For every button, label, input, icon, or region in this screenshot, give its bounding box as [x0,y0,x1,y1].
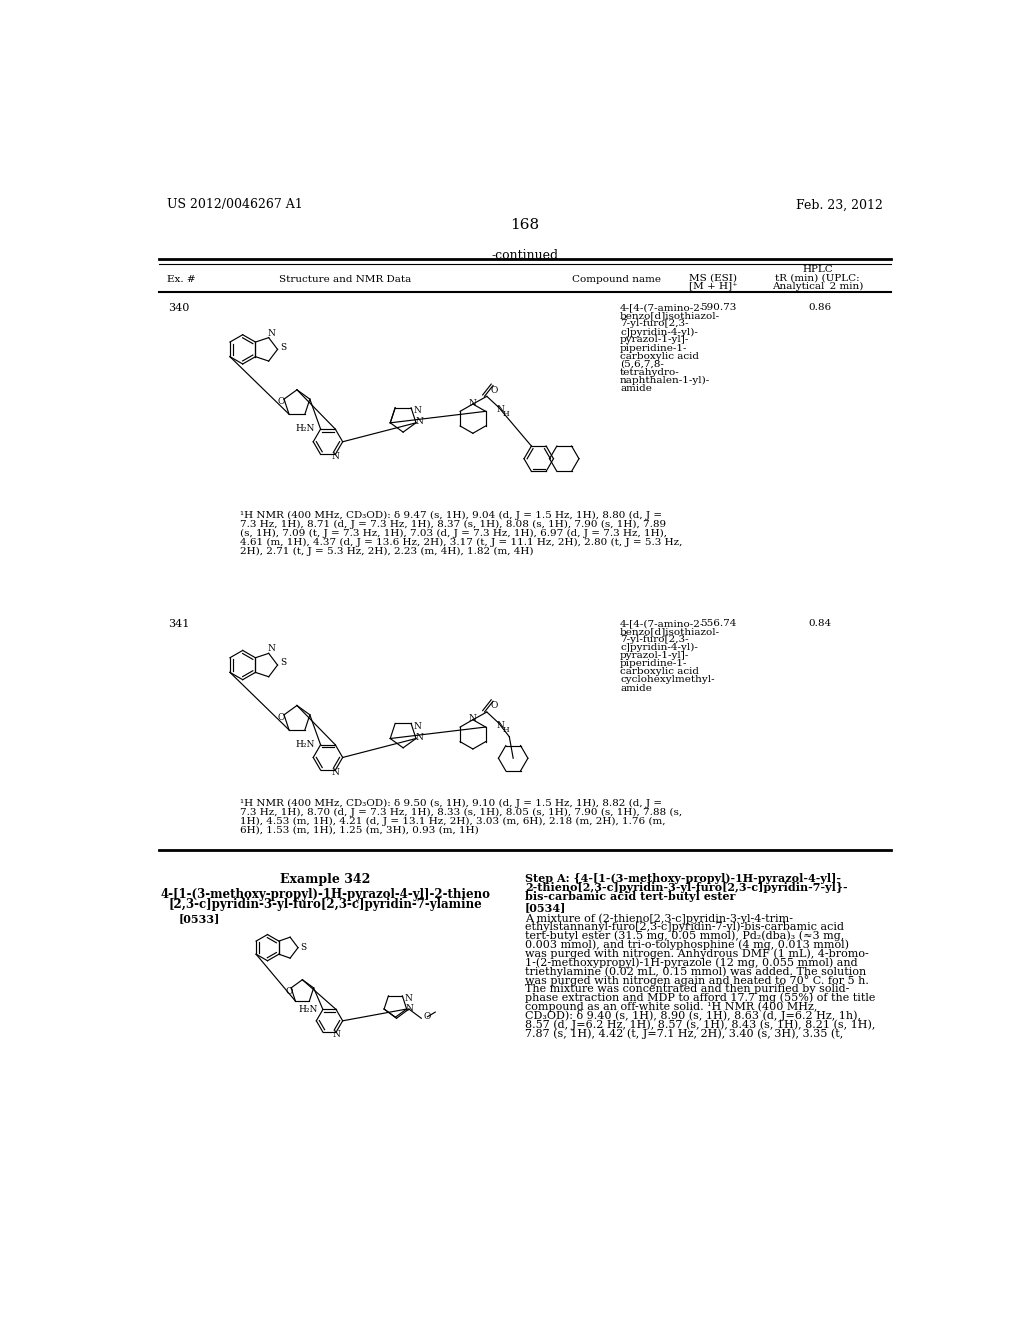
Text: 341: 341 [168,619,189,628]
Text: 2H), 2.71 (t, J = 5.3 Hz, 2H), 2.23 (m, 4H), 1.82 (m, 4H): 2H), 2.71 (t, J = 5.3 Hz, 2H), 2.23 (m, … [241,546,534,556]
Text: N: N [268,644,275,653]
Text: Analytical_2 min): Analytical_2 min) [772,281,863,290]
Text: N: N [416,733,423,742]
Text: S: S [281,659,287,667]
Text: O: O [423,1012,430,1022]
Text: tetrahydro-: tetrahydro- [621,368,680,376]
Text: [2,3-c]pyridin-3-yl-furo[2,3-c]pyridin-7-ylamine: [2,3-c]pyridin-3-yl-furo[2,3-c]pyridin-7… [169,899,482,911]
Text: N: N [497,405,505,414]
Text: c]pyridin-4-yl)-: c]pyridin-4-yl)- [621,327,698,337]
Text: US 2012/0046267 A1: US 2012/0046267 A1 [167,198,302,211]
Text: tR (min) (UPLC:: tR (min) (UPLC: [775,273,860,282]
Text: N: N [416,417,423,426]
Text: triethylamine (0.02 mL, 0.15 mmol) was added. The solution: triethylamine (0.02 mL, 0.15 mmol) was a… [524,966,866,977]
Text: bis-carbamic acid tert-butyl ester: bis-carbamic acid tert-butyl ester [524,891,735,903]
Text: 590.73: 590.73 [700,304,736,312]
Text: S: S [281,343,287,351]
Text: c]pyridin-4-yl)-: c]pyridin-4-yl)- [621,643,698,652]
Text: A mixture of (2-thieno[2,3-c]pyridin-3-yl-4-trim-: A mixture of (2-thieno[2,3-c]pyridin-3-y… [524,913,793,924]
Text: 1-(2-methoxypropyl)-1H-pyrazole (12 mg, 0.055 mmol) and: 1-(2-methoxypropyl)-1H-pyrazole (12 mg, … [524,957,857,968]
Text: ethylstannanyl-furo[2,3-c]pyridin-7-yl)-bis-carbamic acid: ethylstannanyl-furo[2,3-c]pyridin-7-yl)-… [524,921,844,932]
Text: O: O [278,397,285,407]
Text: The mixture was concentrated and then purified by solid-: The mixture was concentrated and then pu… [524,983,849,994]
Text: 4-[4-(7-amino-2-: 4-[4-(7-amino-2- [621,304,705,312]
Text: 4-[4-(7-amino-2-: 4-[4-(7-amino-2- [621,619,705,628]
Text: pyrazol-1-yl]-: pyrazol-1-yl]- [621,335,689,345]
Text: Compound name: Compound name [571,276,660,284]
Text: Step A: {4-[1-(3-methoxy-propyl)-1H-pyrazol-4-yl]-: Step A: {4-[1-(3-methoxy-propyl)-1H-pyra… [524,873,841,884]
Text: N: N [333,1030,340,1039]
Text: N: N [404,994,413,1003]
Text: carboxylic acid: carboxylic acid [621,351,699,360]
Text: 4-[1-(3-methoxy-propyl)-1H-pyrazol-4-yl]-2-thieno: 4-[1-(3-methoxy-propyl)-1H-pyrazol-4-yl]… [161,888,490,902]
Text: S: S [300,944,306,952]
Text: Feb. 23, 2012: Feb. 23, 2012 [796,198,883,211]
Text: 6H), 1.53 (m, 1H), 1.25 (m, 3H), 0.93 (m, 1H): 6H), 1.53 (m, 1H), 1.25 (m, 3H), 0.93 (m… [241,825,479,834]
Text: ¹H NMR (400 MHz, CD₃OD): δ 9.50 (s, 1H), 9.10 (d, J = 1.5 Hz, 1H), 8.82 (d, J =: ¹H NMR (400 MHz, CD₃OD): δ 9.50 (s, 1H),… [241,799,663,808]
Text: 7-yl-furo[2,3-: 7-yl-furo[2,3- [621,319,689,329]
Text: (s, 1H), 7.09 (t, J = 7.3 Hz, 1H), 7.03 (d, J = 7.3 Hz, 1H), 6.97 (d, J = 7.3 Hz: (s, 1H), 7.09 (t, J = 7.3 Hz, 1H), 7.03 … [241,529,668,537]
Text: N: N [414,407,422,414]
Text: N: N [469,399,477,408]
Text: O: O [490,701,499,710]
Text: 0.84: 0.84 [809,619,831,628]
Text: (5,6,7,8-: (5,6,7,8- [621,360,664,368]
Text: pyrazol-1-yl]-: pyrazol-1-yl]- [621,651,689,660]
Text: 1H), 4.53 (m, 1H), 4.21 (d, J = 13.1 Hz, 2H), 3.03 (m, 6H), 2.18 (m, 2H), 1.76 (: 1H), 4.53 (m, 1H), 4.21 (d, J = 13.1 Hz,… [241,817,666,826]
Text: was purged with nitrogen. Anhydrous DMF (1 mL), 4-bromo-: was purged with nitrogen. Anhydrous DMF … [524,949,868,960]
Text: ¹H NMR (400 MHz, CD₃OD): δ 9.47 (s, 1H), 9.04 (d, J = 1.5 Hz, 1H), 8.80 (d, J =: ¹H NMR (400 MHz, CD₃OD): δ 9.47 (s, 1H),… [241,511,663,520]
Text: 2-thieno[2,3-c]pyridin-3-yl-furo[2,3-c]pyridin-7-yl}-: 2-thieno[2,3-c]pyridin-3-yl-furo[2,3-c]p… [524,882,848,894]
Text: benzo[d]isothiazol-: benzo[d]isothiazol- [621,627,720,636]
Text: amide: amide [621,684,652,693]
Text: O: O [278,713,285,722]
Text: H: H [502,726,509,734]
Text: 7.3 Hz, 1H), 8.70 (d, J = 7.3 Hz, 1H), 8.33 (s, 1H), 8.05 (s, 1H), 7.90 (s, 1H),: 7.3 Hz, 1H), 8.70 (d, J = 7.3 Hz, 1H), 8… [241,808,683,817]
Text: H: H [502,411,509,418]
Text: phase extraction and MDP to afford 17.7 mg (55%) of the title: phase extraction and MDP to afford 17.7 … [524,993,876,1003]
Text: carboxylic acid: carboxylic acid [621,668,699,676]
Text: N: N [414,722,422,731]
Text: compound as an off-white solid. ¹H NMR (400 MHz,: compound as an off-white solid. ¹H NMR (… [524,1002,817,1012]
Text: tert-butyl ester (31.5 mg, 0.05 mmol), Pd₂(dba)₃ (≈3 mg,: tert-butyl ester (31.5 mg, 0.05 mmol), P… [524,931,844,941]
Text: 340: 340 [168,304,189,313]
Text: N: N [332,768,340,777]
Text: N: N [332,453,340,461]
Text: 7-yl-furo[2,3-: 7-yl-furo[2,3- [621,635,689,644]
Text: piperidine-1-: piperidine-1- [621,343,688,352]
Text: -continued: -continued [492,249,558,263]
Text: H₂N: H₂N [296,739,314,748]
Text: Structure and NMR Data: Structure and NMR Data [279,276,411,284]
Text: [0533]: [0533] [178,913,220,924]
Text: HPLC: HPLC [803,265,834,275]
Text: N: N [406,1003,414,1012]
Text: O: O [490,385,499,395]
Text: 7.3 Hz, 1H), 8.71 (d, J = 7.3 Hz, 1H), 8.37 (s, 1H), 8.08 (s, 1H), 7.90 (s, 1H),: 7.3 Hz, 1H), 8.71 (d, J = 7.3 Hz, 1H), 8… [241,520,667,529]
Text: 0.86: 0.86 [809,304,831,312]
Text: H₂N: H₂N [299,1005,318,1014]
Text: N: N [268,329,275,338]
Text: naphthalen-1-yl)-: naphthalen-1-yl)- [621,376,711,385]
Text: CD₃OD): δ 9.40 (s, 1H), 8.90 (s, 1H), 8.63 (d, J=6.2 Hz, 1h),: CD₃OD): δ 9.40 (s, 1H), 8.90 (s, 1H), 8.… [524,1010,861,1022]
Text: Example 342: Example 342 [281,873,371,886]
Text: [M + H]⁺: [M + H]⁺ [689,281,737,290]
Text: O: O [286,987,293,997]
Text: N: N [497,721,505,730]
Text: MS (ESI): MS (ESI) [689,273,737,282]
Text: cyclohexylmethyl-: cyclohexylmethyl- [621,676,715,685]
Text: 168: 168 [510,218,540,232]
Text: 0.003 mmol), and tri-o-tolyphosphine (4 mg, 0.013 mmol): 0.003 mmol), and tri-o-tolyphosphine (4 … [524,940,849,950]
Text: H₂N: H₂N [296,424,314,433]
Text: Ex. #: Ex. # [167,276,196,284]
Text: [0534]: [0534] [524,903,566,913]
Text: 4.61 (m, 1H), 4.37 (d, J = 13.6 Hz, 2H), 3.17 (t, J = 11.1 Hz, 2H), 2.80 (t, J =: 4.61 (m, 1H), 4.37 (d, J = 13.6 Hz, 2H),… [241,537,683,546]
Text: was purged with nitrogen again and heated to 70° C. for 5 h.: was purged with nitrogen again and heate… [524,975,868,986]
Text: piperidine-1-: piperidine-1- [621,659,688,668]
Text: amide: amide [621,384,652,393]
Text: 556.74: 556.74 [700,619,736,628]
Text: 8.57 (d, J=6.2 Hz, 1H), 8.57 (s, 1H), 8.43 (s, 1H), 8.21 (s, 1H),: 8.57 (d, J=6.2 Hz, 1H), 8.57 (s, 1H), 8.… [524,1019,876,1030]
Text: 7.87 (s, 1H), 4.42 (t, J=7.1 Hz, 2H), 3.40 (s, 3H), 3.35 (t,: 7.87 (s, 1H), 4.42 (t, J=7.1 Hz, 2H), 3.… [524,1028,843,1039]
Text: benzo[d]isothiazol-: benzo[d]isothiazol- [621,312,720,321]
Text: N: N [469,714,477,723]
